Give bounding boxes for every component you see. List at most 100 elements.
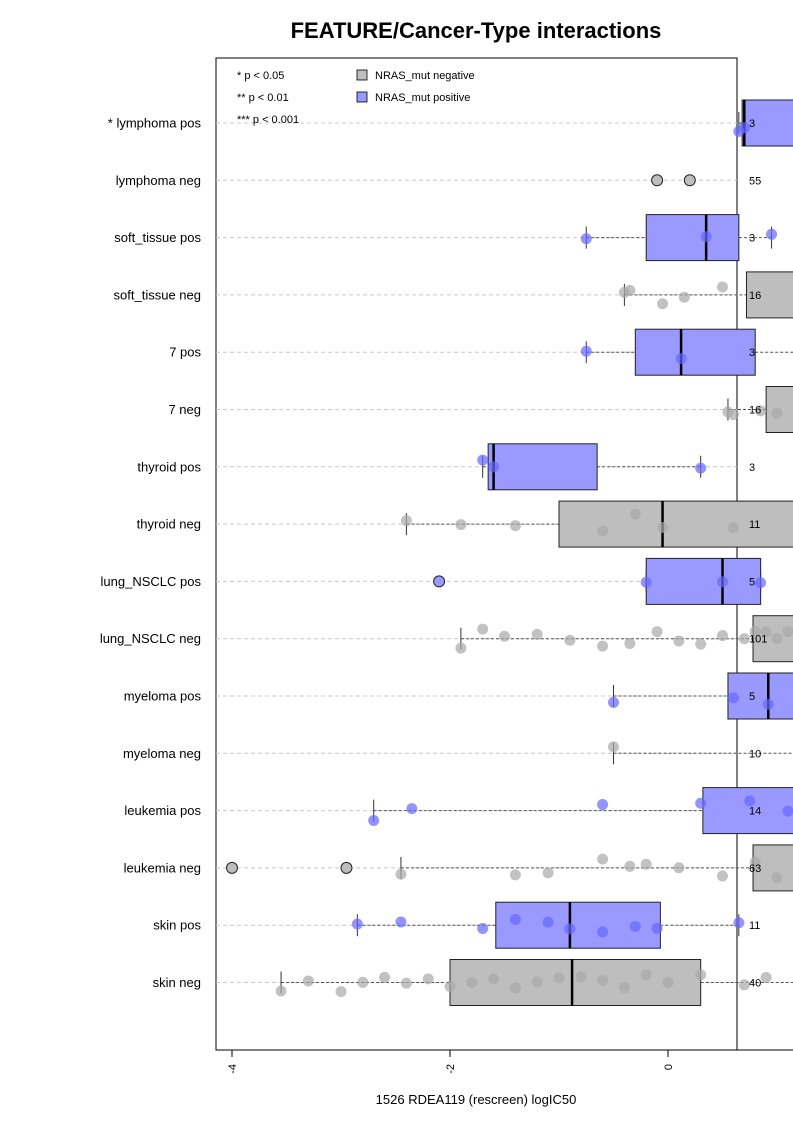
data-point	[608, 696, 619, 708]
data-point	[542, 916, 554, 928]
x-tick-label: -2	[445, 1064, 457, 1074]
data-point	[597, 525, 609, 537]
iqr-box	[645, 214, 740, 262]
data-point	[629, 508, 641, 520]
outlier-point	[433, 575, 446, 588]
box-4	[585, 328, 793, 376]
data-point	[657, 522, 669, 534]
iqr-box	[752, 615, 793, 663]
box-6	[482, 443, 702, 491]
x-tick-label: 0	[663, 1064, 675, 1070]
data-point	[275, 985, 287, 997]
iqr-box	[634, 328, 756, 376]
sig-note-1: * p < 0.05	[237, 70, 284, 82]
sample-count: 5	[749, 691, 755, 703]
data-point	[771, 633, 783, 645]
data-point	[564, 923, 576, 935]
category-label: myeloma pos	[124, 689, 202, 704]
category-label: 7 neg	[168, 402, 201, 417]
box-8	[645, 557, 762, 605]
data-point	[738, 122, 750, 134]
sig-note-2: ** p < 0.01	[237, 92, 289, 104]
data-point	[488, 461, 500, 473]
data-point	[580, 345, 592, 357]
sample-count: 3	[749, 233, 755, 245]
legend: NRAS_mut negative NRAS_mut positive	[356, 69, 475, 104]
category-label: * lymphoma pos	[108, 116, 202, 131]
category-label: leukemia neg	[124, 860, 201, 875]
data-point	[771, 407, 783, 419]
outlier-point	[651, 174, 664, 187]
sample-count: 16	[749, 405, 761, 417]
data-point	[509, 520, 521, 532]
sample-count: 11	[749, 519, 760, 531]
data-point	[597, 853, 609, 865]
data-point	[395, 868, 407, 880]
data-point	[640, 576, 652, 588]
data-point	[695, 797, 707, 809]
iqr-box	[558, 500, 793, 548]
data-point	[755, 577, 767, 589]
data-point	[749, 626, 761, 638]
x-axis: -4-2024	[227, 1049, 793, 1074]
data-point	[406, 803, 418, 815]
outlier-point	[226, 861, 238, 874]
data-point	[782, 805, 793, 817]
data-points	[226, 122, 793, 998]
sample-count: 63	[749, 863, 761, 875]
category-label: lymphoma neg	[116, 173, 201, 188]
category-label: soft_tissue pos	[114, 230, 201, 245]
data-point	[564, 634, 576, 646]
data-point	[444, 980, 456, 992]
data-point	[727, 409, 739, 421]
category-label: leukemia pos	[124, 803, 201, 818]
data-point	[640, 858, 652, 870]
category-label: skin neg	[153, 975, 201, 990]
data-point	[531, 976, 543, 988]
data-point	[782, 626, 793, 638]
significance-notes: * p < 0.05 ** p < 0.01 *** p < 0.001	[237, 70, 299, 126]
data-point	[624, 284, 636, 296]
data-point	[717, 576, 728, 588]
data-point	[640, 969, 652, 981]
outlier-point	[340, 861, 353, 874]
data-point	[335, 986, 347, 998]
box-2	[585, 214, 773, 262]
data-point	[673, 635, 685, 647]
legend-swatch-positive	[356, 91, 368, 103]
data-point	[531, 628, 543, 640]
data-point	[466, 977, 478, 989]
data-point	[700, 231, 712, 243]
data-point	[755, 405, 767, 417]
data-point	[477, 454, 489, 466]
data-point	[477, 923, 489, 935]
data-point	[509, 913, 521, 925]
data-point	[542, 867, 554, 879]
data-point	[488, 973, 500, 985]
sample-count: 3	[749, 347, 755, 359]
box-7	[405, 500, 793, 548]
data-point	[351, 918, 363, 930]
box-5	[727, 386, 793, 433]
sample-count: 10	[749, 748, 761, 760]
iqr-box	[487, 443, 598, 491]
data-point	[738, 979, 750, 991]
sample-count: 40	[749, 978, 761, 990]
data-point	[766, 228, 778, 240]
data-point	[733, 917, 745, 929]
data-point	[651, 626, 663, 638]
data-point	[499, 630, 510, 642]
sample-count: 5	[749, 576, 755, 588]
data-point	[575, 971, 587, 983]
data-point	[675, 353, 687, 365]
data-point	[597, 640, 609, 652]
legend-label-positive: NRAS_mut positive	[375, 92, 470, 104]
data-point	[695, 638, 707, 650]
data-point	[400, 977, 412, 989]
data-point	[738, 633, 750, 645]
iqr-box	[727, 672, 793, 720]
sample-count: 3	[749, 462, 755, 474]
data-point	[455, 642, 467, 654]
x-axis-label: 1526 RDEA119 (rescreen) logIC50	[376, 1092, 577, 1107]
data-point	[771, 872, 783, 884]
